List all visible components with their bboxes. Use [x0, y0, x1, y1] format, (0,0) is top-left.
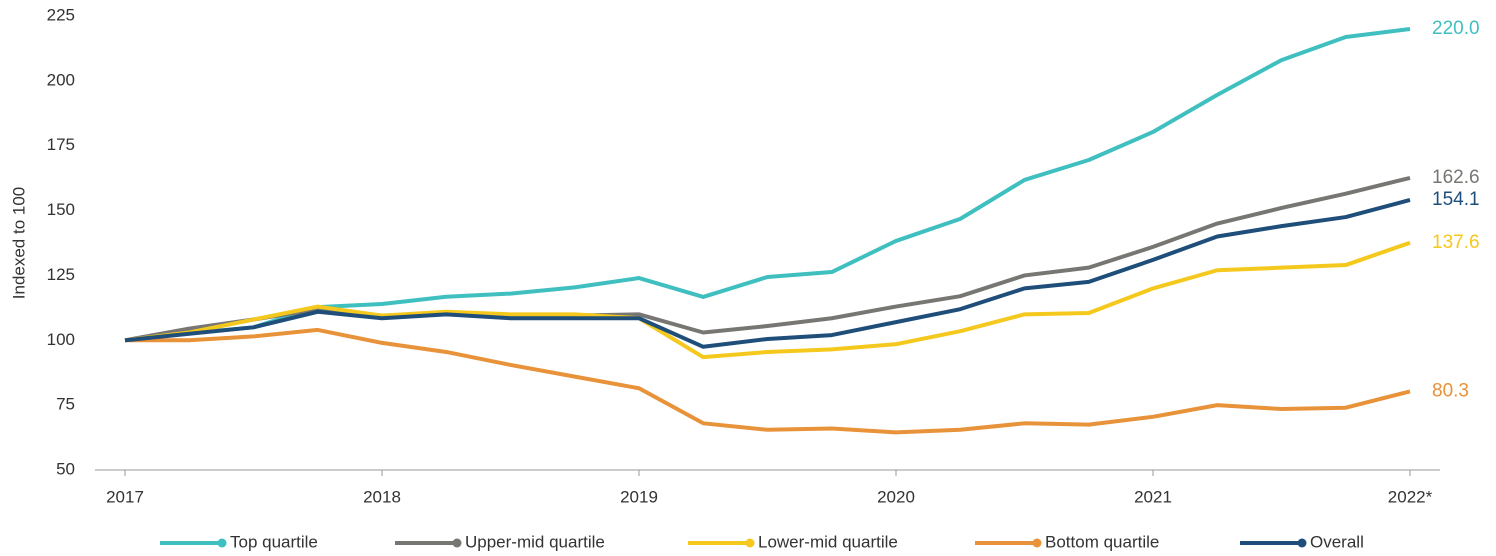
value-label: 80.3 — [1432, 380, 1469, 401]
y-tick-label: 200 — [47, 70, 75, 89]
line-series — [124, 26, 1411, 343]
y-tick-label: 150 — [47, 200, 75, 219]
legend-label: Upper-mid quartile — [465, 532, 605, 551]
y-tick-label: 175 — [47, 135, 75, 154]
line-series — [124, 198, 1411, 349]
value-label: 162.6 — [1432, 167, 1480, 188]
y-axis-label: Indexed to 100 — [9, 187, 28, 299]
x-tick-label: 2019 — [620, 487, 658, 506]
y-tick-label: 75 — [56, 395, 75, 414]
line-series — [124, 240, 1411, 360]
x-tick-label: 2022* — [1388, 487, 1433, 506]
line-series — [124, 175, 1411, 343]
legend-label: Lower-mid quartile — [758, 532, 898, 551]
x-tick-label: 2018 — [363, 487, 401, 506]
legend-marker — [1032, 538, 1042, 548]
y-tick-label: 125 — [47, 265, 75, 284]
y-tick-label: 50 — [56, 459, 75, 478]
legend-label: Overall — [1310, 532, 1364, 551]
x-tick-label: 2020 — [877, 487, 915, 506]
y-tick-label: 225 — [47, 5, 75, 24]
line-series — [125, 327, 1411, 435]
x-tick-label: 2021 — [1134, 487, 1172, 506]
legend-marker — [745, 538, 755, 548]
value-label: 154.1 — [1432, 189, 1480, 210]
value-label: 137.6 — [1432, 232, 1480, 253]
legend-marker — [217, 538, 227, 548]
legend-marker — [452, 538, 462, 548]
value-label: 220.0 — [1432, 18, 1480, 39]
y-tick-label: 100 — [47, 330, 75, 349]
legend-label: Top quartile — [230, 532, 318, 551]
x-tick-label: 2017 — [106, 487, 144, 506]
legend-label: Bottom quartile — [1045, 532, 1159, 551]
legend-marker — [1297, 538, 1307, 548]
